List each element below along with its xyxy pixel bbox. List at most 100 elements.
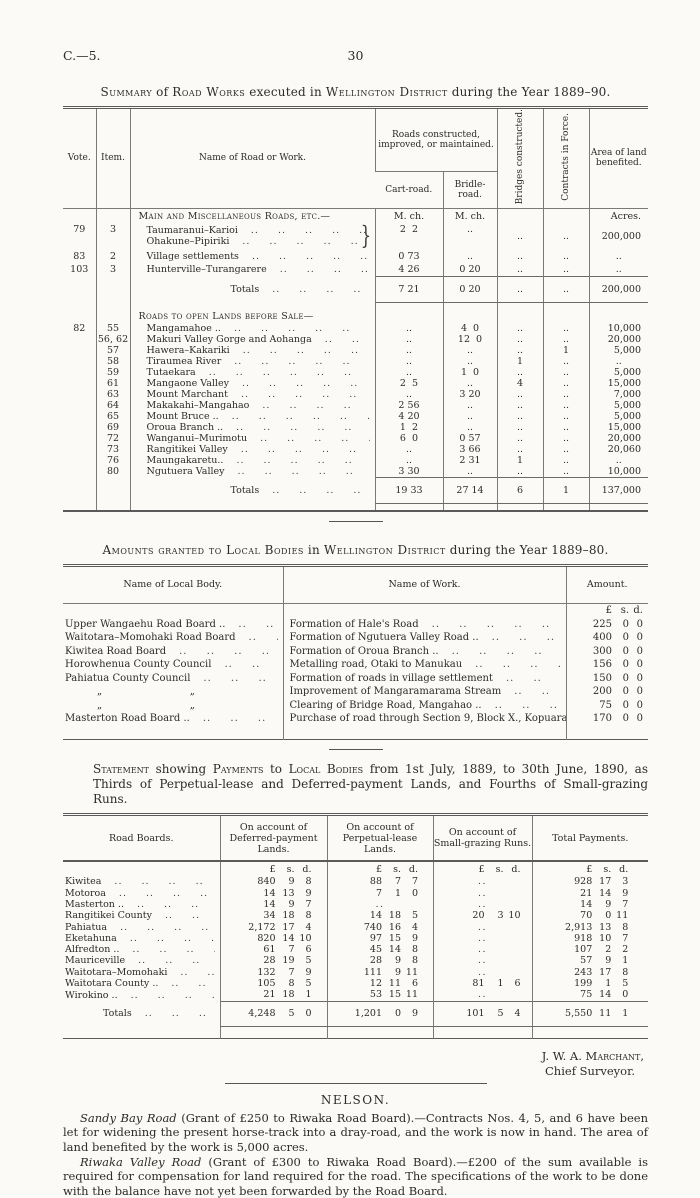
area-cell: 200,000 [588, 222, 649, 250]
table-row: Pahiatua.. .. .. .. .. .. .. ..2,1721747… [63, 921, 648, 933]
area-cell: 10,000 [588, 322, 649, 334]
title-segment: to [263, 762, 289, 777]
name-cell: Tutaekara .. .. .. .. .. .. .. .. [129, 366, 375, 378]
cart-road-cell: 6 0 [374, 432, 443, 444]
total-cell: 928 17 3 [531, 876, 648, 888]
small-total: 101 5 4 [432, 1000, 532, 1027]
money-part: 0 [622, 713, 629, 725]
contracts-cell: .. [542, 465, 590, 478]
column-header-cart-road: Cart-road. [375, 171, 443, 209]
money-part: d. [511, 863, 521, 875]
cart-road-cell: .. [374, 388, 443, 400]
column-header-small-grazing: On account of Small-grazing Runs. [432, 814, 532, 863]
bridges-cell: .. [496, 344, 544, 356]
money-part: 15 [388, 989, 401, 1001]
money-part: 4 [411, 921, 418, 933]
section-heading-text: Roads to open Lands before Sale— [138, 310, 314, 322]
ditto-cell: „ „ [63, 699, 283, 713]
bridle-road-cell: 3 20 [442, 388, 498, 400]
money-part: 14 [369, 910, 382, 922]
table-cell [63, 276, 96, 302]
amount-cell: 150 0 0 [565, 671, 648, 686]
road-board-cell: Motoroa .. .. .. .. .. .. .. .. [63, 888, 220, 899]
empty-value: .. [477, 966, 488, 978]
cart-road-cell: 4 20 [374, 410, 443, 422]
amount-cell: 400 0 0 [565, 631, 648, 645]
dot-leader: .. .. .. .. .. .. .. .. [171, 978, 214, 989]
name-text: Makuri Valley Gorge and Aohanga [146, 333, 312, 345]
money-value: 156 0 0 [580, 658, 643, 672]
money-part: 918 [574, 932, 593, 944]
dot-leader: .. .. .. .. .. .. .. .. [491, 632, 561, 644]
bridle-road-cell: .. [442, 465, 498, 478]
table-row: 76 Maungakaretu.. .. .. .. .. .. .. .. ...… [63, 454, 649, 466]
table-cell [95, 477, 130, 504]
area-cell: 7,000 [588, 388, 649, 400]
local-body-cell: Upper Wangaehu Road Board .. .. .. .. .. … [63, 618, 283, 632]
item-cell: 80 [95, 465, 130, 478]
vote-cell [63, 378, 96, 389]
money-part: 156 [592, 659, 612, 671]
name-cell: Mangaone Valley .. .. .. .. .. .. .. .. [129, 377, 375, 389]
roadworks-table-body: Main and Miscellaneous Roads, etc.— M. ch… [63, 208, 649, 511]
amount-cell: 300 0 0 [565, 644, 648, 659]
table-cell [531, 1026, 648, 1039]
road-board-name: Rangitikei County .. .. .. .. .. .. .. .. [63, 910, 220, 921]
money-value: 28 9 8 [342, 955, 418, 966]
table-cell [442, 503, 498, 511]
table-row: 57 Hawera–Kakariki.. .. .. .. .. .. .. ..… [63, 344, 649, 356]
contracts-total: 1 [542, 476, 590, 504]
table-cell: Totals .. .. .. .. .. .. .. .. [131, 485, 375, 496]
dot-leader: .. .. .. .. .. .. .. .. [179, 645, 277, 657]
title-segment: Wellington District [325, 85, 448, 99]
money-part: 1 [622, 1007, 629, 1019]
local-body-cell: „ „ [63, 699, 283, 713]
name-text: Mangaone Valley [146, 377, 229, 389]
vote-cell [63, 422, 96, 433]
bridle-road-cell: .. [442, 249, 498, 263]
money-part: 14 [599, 989, 612, 1001]
dot-leader: .. .. .. .. .. .. .. .. [260, 432, 369, 444]
money-value: 2,172 17 4 [236, 922, 311, 933]
table-cell [63, 603, 283, 618]
money-part: s. [620, 605, 629, 617]
road-name: Mount Marchant .. .. .. .. .. .. .. .. [131, 389, 375, 400]
money-part: 1,201 [354, 1007, 382, 1019]
money-part: 10 [508, 910, 521, 922]
name-text: Maungakaretu.. [146, 454, 224, 466]
work-cell: Formation of Hale's Road .. .. .. .. .. .… [282, 617, 566, 632]
money-part: 7 [288, 966, 295, 978]
money-part: d. [633, 605, 643, 617]
work-name: Clearing of Bridge Road, Mangahao .. .. .… [284, 699, 566, 713]
vote-cell [63, 389, 96, 400]
money-part: 0 [622, 989, 629, 1001]
dot-leader: .. .. .. .. .. .. .. .. [129, 932, 215, 944]
area-total: 200,000 [588, 275, 649, 303]
small-cell: .. [432, 876, 532, 888]
title-segment: in [303, 542, 324, 557]
item-cell: 69 [95, 421, 130, 433]
bridges-cell: .. [496, 262, 544, 277]
dot-leader: .. .. .. .. .. .. .. .. [236, 454, 369, 466]
money-value: 75 14 0 [552, 989, 628, 1000]
deferred-cell: 61 7 6 [219, 944, 327, 956]
money-part: 0 [622, 659, 629, 671]
name-cell: Mangamahoe .. .. .. .. .. .. .. .. .. [129, 322, 375, 334]
currency-labels: £ s. d. [552, 864, 628, 875]
money-part: 5 [497, 1007, 504, 1019]
money-part: 14 [388, 944, 401, 956]
area-cell: 20,000 [588, 333, 649, 345]
totals-label: Totals [230, 283, 260, 295]
road-name: Ngutuera Valley .. .. .. .. .. .. .. .. [131, 466, 375, 477]
empty-value: .. [375, 898, 385, 910]
dot-leader: .. .. .. .. .. .. .. .. [138, 955, 214, 967]
work-name: Improvement of Mangaramarama Stream .. ..… [284, 685, 566, 699]
money-part: 9 [605, 955, 612, 967]
grants-table-head: Name of Local Body. Name of Work. Amount… [63, 565, 648, 604]
title-segment: showing [149, 762, 213, 777]
road-board-cell: Waitotara–Momohaki .. .. .. .. .. .. .. .… [63, 967, 220, 978]
name-cell: Taumaranui–Karioi .. .. .. .. .. .. .. ..… [129, 222, 375, 250]
table-cell [63, 309, 96, 323]
